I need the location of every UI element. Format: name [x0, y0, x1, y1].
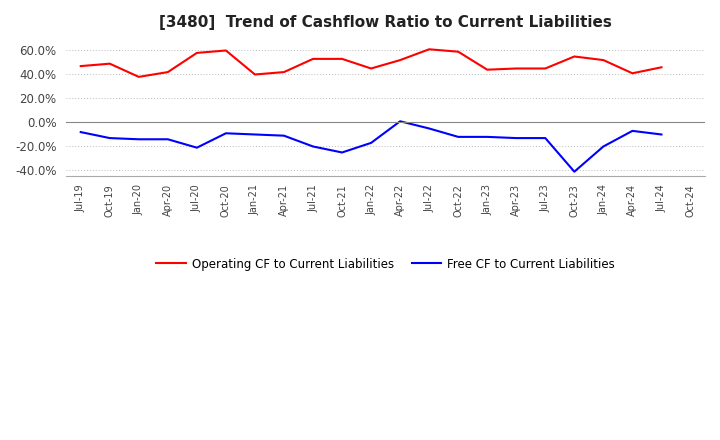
Free CF to Current Liabilities [135, 137, 143, 142]
Line: Operating CF to Current Liabilities: Operating CF to Current Liabilities [81, 49, 662, 77]
Operating CF to Current Liabilities [279, 70, 288, 75]
Free CF to Current Liabilities [454, 134, 462, 139]
Free CF to Current Liabilities [483, 134, 492, 139]
Operating CF to Current Liabilities [76, 63, 85, 69]
Free CF to Current Liabilities [163, 137, 172, 142]
Free CF to Current Liabilities [105, 136, 114, 141]
Operating CF to Current Liabilities [512, 66, 521, 71]
Free CF to Current Liabilities [366, 140, 375, 146]
Operating CF to Current Liabilities [657, 65, 666, 70]
Free CF to Current Liabilities [657, 132, 666, 137]
Free CF to Current Liabilities [76, 129, 85, 135]
Line: Free CF to Current Liabilities: Free CF to Current Liabilities [81, 121, 662, 172]
Free CF to Current Liabilities [396, 119, 405, 124]
Free CF to Current Liabilities [425, 126, 433, 131]
Title: [3480]  Trend of Cashflow Ratio to Current Liabilities: [3480] Trend of Cashflow Ratio to Curren… [159, 15, 612, 30]
Free CF to Current Liabilities [251, 132, 259, 137]
Free CF to Current Liabilities [599, 144, 608, 149]
Operating CF to Current Liabilities [135, 74, 143, 80]
Operating CF to Current Liabilities [105, 61, 114, 66]
Operating CF to Current Liabilities [425, 47, 433, 52]
Free CF to Current Liabilities [309, 144, 318, 149]
Operating CF to Current Liabilities [338, 56, 346, 62]
Free CF to Current Liabilities [279, 133, 288, 138]
Free CF to Current Liabilities [628, 128, 636, 133]
Free CF to Current Liabilities [512, 136, 521, 141]
Operating CF to Current Liabilities [541, 66, 549, 71]
Free CF to Current Liabilities [541, 136, 549, 141]
Operating CF to Current Liabilities [309, 56, 318, 62]
Operating CF to Current Liabilities [192, 50, 201, 55]
Free CF to Current Liabilities [192, 145, 201, 150]
Operating CF to Current Liabilities [454, 49, 462, 54]
Operating CF to Current Liabilities [163, 70, 172, 75]
Operating CF to Current Liabilities [396, 58, 405, 63]
Operating CF to Current Liabilities [366, 66, 375, 71]
Legend: Operating CF to Current Liabilities, Free CF to Current Liabilities: Operating CF to Current Liabilities, Fre… [152, 253, 619, 275]
Operating CF to Current Liabilities [599, 58, 608, 63]
Operating CF to Current Liabilities [570, 54, 579, 59]
Free CF to Current Liabilities [338, 150, 346, 155]
Operating CF to Current Liabilities [628, 71, 636, 76]
Free CF to Current Liabilities [570, 169, 579, 174]
Operating CF to Current Liabilities [483, 67, 492, 72]
Operating CF to Current Liabilities [222, 48, 230, 53]
Operating CF to Current Liabilities [251, 72, 259, 77]
Free CF to Current Liabilities [222, 131, 230, 136]
